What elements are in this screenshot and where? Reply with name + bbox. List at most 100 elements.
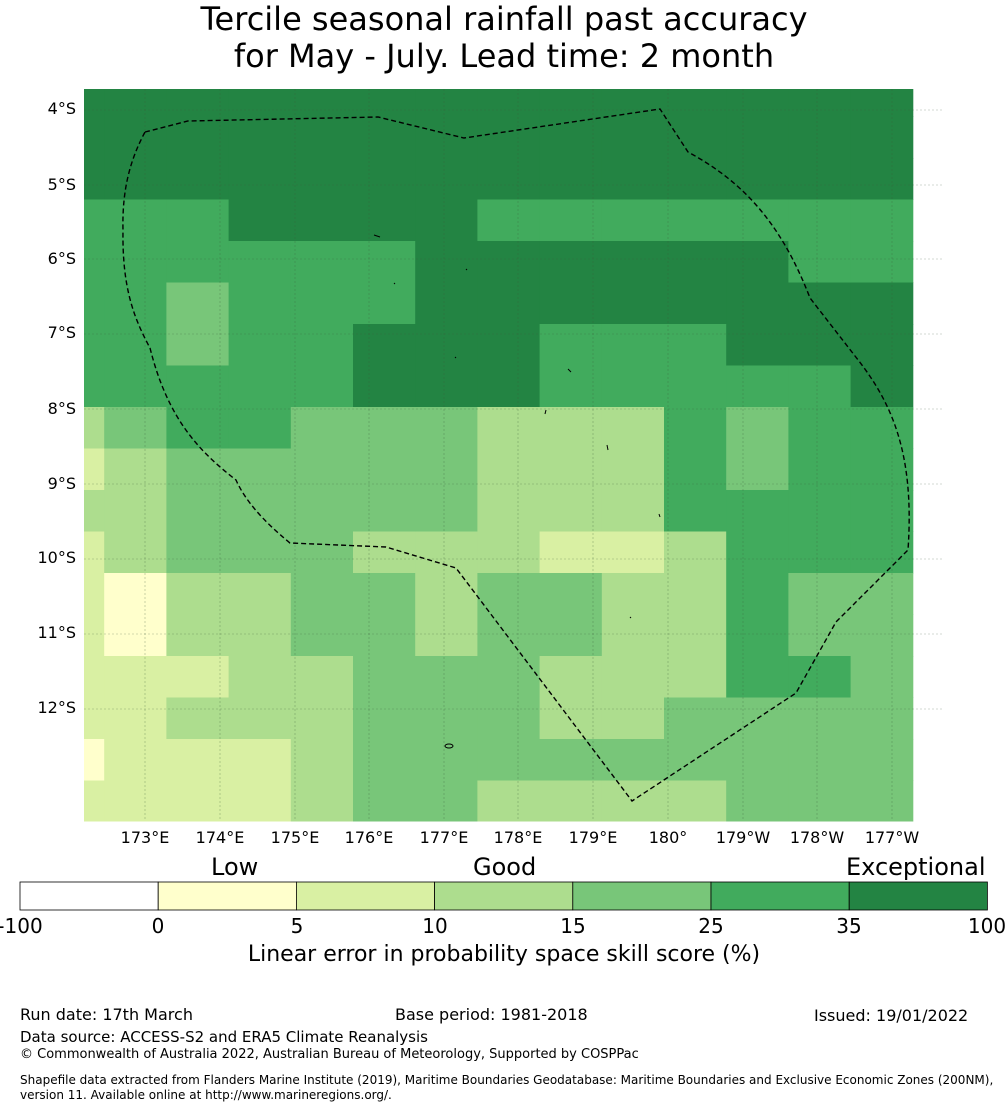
- map-cell: [788, 656, 852, 698]
- colorbar-swatch: [157, 881, 297, 911]
- map-cell: [290, 739, 354, 781]
- map-cell: [415, 573, 478, 615]
- colorbar-tick: 100: [967, 914, 1007, 938]
- map-cell: [104, 614, 167, 657]
- copyright: © Commonwealth of Australia 2022, Austra…: [20, 1047, 639, 1062]
- map-cell: [601, 656, 665, 698]
- map-cell: [84, 656, 105, 698]
- lat-label-6s: 6°S: [47, 249, 76, 268]
- map-cell: [104, 656, 167, 698]
- map-cell: [228, 407, 292, 449]
- map-cell: [415, 739, 478, 781]
- map-cell: [539, 116, 603, 159]
- map-cell: [477, 614, 541, 657]
- map-cell: [539, 614, 603, 657]
- map-cell: [166, 241, 230, 283]
- map-cell: [353, 739, 416, 781]
- map-cell: [601, 531, 665, 574]
- map-cell: [415, 614, 478, 657]
- map-cell: [601, 697, 665, 740]
- map-cell: [104, 199, 167, 242]
- map-cell: [353, 697, 416, 740]
- map-cell: [601, 407, 665, 449]
- map-cell: [290, 656, 354, 698]
- map-cell: [726, 573, 789, 615]
- map-cell: [601, 324, 665, 366]
- map-cell: [664, 241, 727, 283]
- map-cell: [539, 158, 603, 200]
- map-cell: [353, 241, 416, 283]
- map-cell: [104, 241, 167, 283]
- shapefile-credit: Shapefile data extracted from Flanders M…: [20, 1073, 994, 1102]
- map-cell: [84, 116, 105, 159]
- map-cell: [228, 158, 292, 200]
- map-cell: [415, 282, 478, 325]
- lon-label-177w: 177°W: [864, 828, 920, 847]
- map-cell: [166, 282, 230, 325]
- map-cell: [601, 116, 665, 159]
- map-cell: [850, 614, 914, 657]
- map-cell: [539, 739, 603, 781]
- map-cell: [228, 89, 292, 117]
- map-cell: [415, 199, 478, 242]
- island: [465, 268, 468, 271]
- lon-label-178e: 178°E: [493, 828, 543, 847]
- map-cell: [601, 282, 665, 325]
- map-cell: [539, 199, 603, 242]
- map-cell: [788, 116, 852, 159]
- map-cell: [664, 739, 727, 781]
- map-cell: [353, 490, 416, 532]
- map-cell: [664, 531, 727, 574]
- map-cell: [228, 573, 292, 615]
- map-cell: [104, 116, 167, 159]
- map-cell: [664, 158, 727, 200]
- map-cell: [84, 448, 105, 491]
- map-cell: [84, 490, 105, 532]
- data-source: Data source: ACCESS-S2 and ERA5 Climate …: [20, 1028, 428, 1046]
- map-cell: [84, 531, 105, 574]
- colorbar-swatch: [710, 881, 850, 911]
- map-cell: [477, 697, 541, 740]
- map-cell: [228, 241, 292, 283]
- islands: [373, 234, 661, 749]
- map-cell: [726, 241, 789, 283]
- map-cell: [477, 116, 541, 159]
- map-cell: [850, 199, 914, 242]
- map-cell: [353, 282, 416, 325]
- map-cell: [726, 116, 789, 159]
- map-cell: [788, 531, 852, 574]
- map-cell: [84, 199, 105, 242]
- map-cell: [850, 407, 914, 449]
- map-cell: [84, 614, 105, 657]
- map-cell: [477, 324, 541, 366]
- map-cell: [601, 490, 665, 532]
- map-cell: [539, 241, 603, 283]
- map-cell: [788, 407, 852, 449]
- map-cell: [477, 780, 541, 822]
- map-cell: [353, 199, 416, 242]
- colorbar-tick: 15: [560, 914, 586, 938]
- colorbar-swatch: [295, 881, 435, 911]
- map-cell: [726, 614, 789, 657]
- map-cell: [166, 697, 230, 740]
- map-cell: [788, 573, 852, 615]
- colorbar-tick: -100: [0, 914, 43, 938]
- map-title-line-1: Tercile seasonal rainfall past accuracy: [200, 0, 808, 38]
- lat-label-7s: 7°S: [47, 323, 76, 342]
- map-cell: [726, 158, 789, 200]
- lon-label-179w: 179°W: [715, 828, 771, 847]
- map-cell: [539, 573, 603, 615]
- map-cell: [415, 241, 478, 283]
- map-cell: [228, 656, 292, 698]
- map-cell: [539, 490, 603, 532]
- map-cell: [84, 89, 105, 117]
- map-cell: [104, 490, 167, 532]
- map-cell: [104, 573, 167, 615]
- colorbar-tick: 10: [422, 914, 448, 938]
- map-cell: [104, 158, 167, 200]
- island: [444, 743, 454, 749]
- map-cell: [477, 89, 541, 117]
- map-cell: [415, 780, 478, 822]
- map-cell: [104, 89, 167, 117]
